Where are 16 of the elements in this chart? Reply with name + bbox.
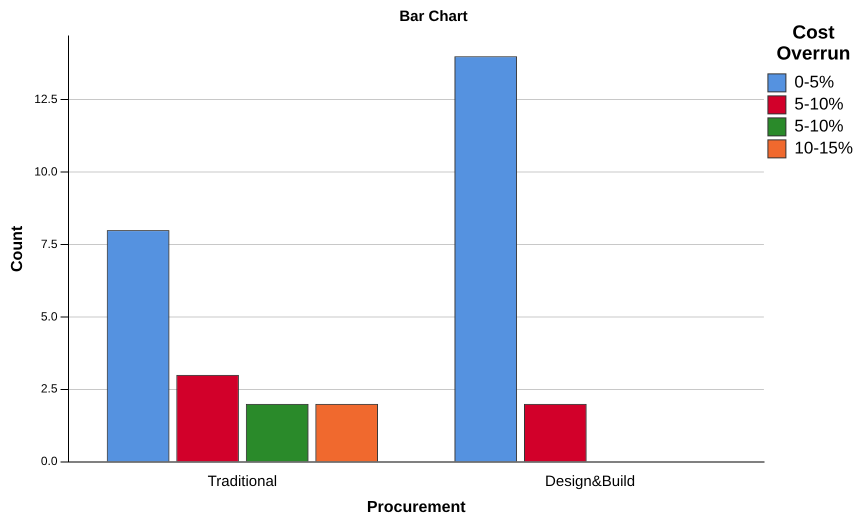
y-tick-label: 12.5: [34, 92, 58, 106]
legend-title: Cost Overrun: [776, 22, 850, 65]
y-tick-label: 7.5: [40, 236, 58, 251]
legend-label: 5-10%: [794, 94, 844, 114]
y-tick-label: 0.0: [40, 454, 58, 468]
y-tick-label: 2.5: [40, 382, 58, 396]
legend-label: 0-5%: [794, 72, 834, 92]
legend-label: 5-10%: [794, 116, 844, 136]
chart-title: Bar Chart: [399, 8, 468, 26]
x-tick-label: Design&Build: [545, 472, 636, 490]
legend-label: 10-15%: [794, 138, 854, 158]
y-tick-label: 5.0: [40, 309, 58, 324]
y-axis-title: Count: [9, 225, 26, 272]
y-tick-label: 10.0: [34, 164, 58, 178]
x-tick-label: Traditional: [208, 472, 278, 490]
x-axis-title: Procurement: [366, 498, 466, 516]
